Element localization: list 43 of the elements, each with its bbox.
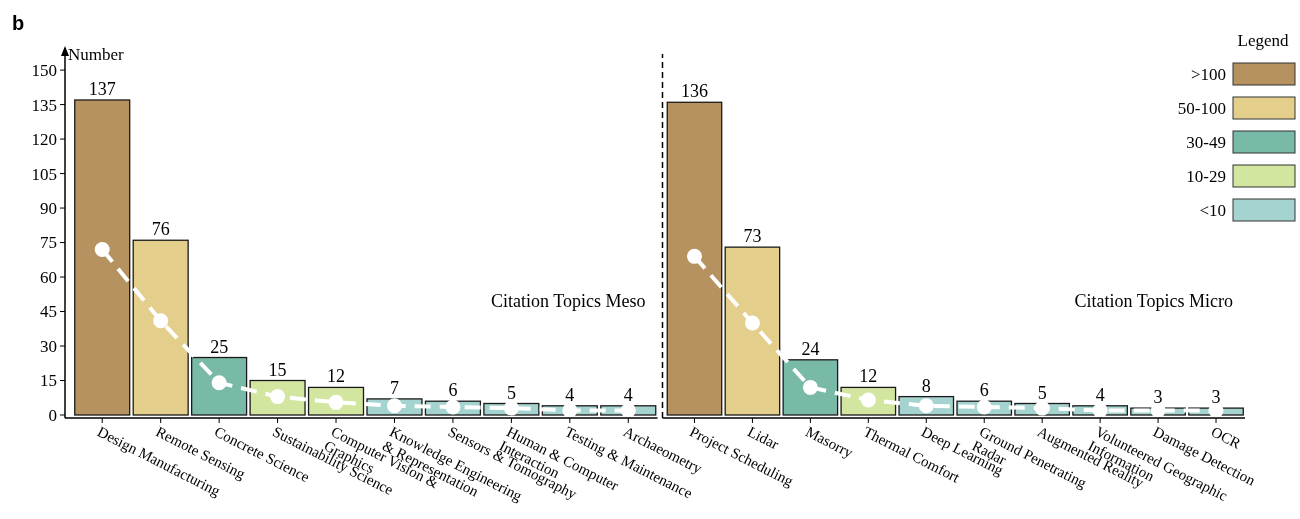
y-tick-label: 105 [31,164,57,184]
data-label: 5 [1037,382,1047,403]
data-label: 15 [268,359,287,380]
data-label: 76 [151,219,170,240]
legend-label: <10 [1199,200,1226,220]
data-label: 4 [565,384,575,405]
data-label: 4 [1095,384,1105,405]
legend-label: 10-29 [1186,166,1226,186]
data-label: 7 [389,377,399,398]
chart-title: b [12,12,25,34]
x-tick-label: OCR [1208,423,1244,452]
y-tick-label: 45 [40,302,57,322]
legend-label: 30-49 [1186,132,1226,152]
data-label: 24 [801,338,820,359]
data-label: 5 [506,382,516,403]
data-label: 4 [623,384,633,405]
y-tick-label: 90 [40,199,57,219]
data-label: 137 [88,78,116,99]
data-label: 25 [210,336,229,357]
y-tick-label: 15 [40,371,57,391]
y-tick-label: 135 [31,95,57,115]
annotation: Citation Topics Meso [491,290,646,311]
data-label: 73 [743,226,762,247]
data-label: 12 [859,366,878,387]
data-label: 6 [979,380,989,401]
legend-label: 50-100 [1177,98,1226,118]
y-tick-label: 120 [31,130,57,150]
data-label: 136 [680,81,708,102]
y-tick-label: 0 [48,405,57,425]
annotation: Citation Topics Micro [1074,290,1233,311]
y-tick-label: 150 [31,61,57,81]
y-tick-label: 60 [40,267,57,287]
y-tick-label: 75 [40,233,57,253]
data-label: 3 [1211,387,1221,408]
data-label: 6 [448,380,458,401]
data-label: 3 [1153,387,1163,408]
legend-label: >100 [1190,64,1226,84]
data-label: 12 [327,366,346,387]
legend-title: Legend [1237,31,1289,50]
x-tick-label: Lidar [745,423,782,453]
data-label: 8 [921,375,931,396]
y-tick-label: 30 [40,336,57,356]
y-axis-title: Number [68,45,125,64]
